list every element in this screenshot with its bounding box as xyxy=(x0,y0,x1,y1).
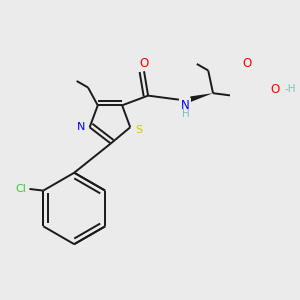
Text: H: H xyxy=(182,109,189,119)
Polygon shape xyxy=(190,93,213,102)
Text: S: S xyxy=(135,125,142,135)
Text: Cl: Cl xyxy=(15,184,26,194)
Text: O: O xyxy=(270,82,279,96)
Text: -H: -H xyxy=(284,84,296,94)
Text: N: N xyxy=(181,99,190,112)
Text: O: O xyxy=(140,57,149,70)
Text: N: N xyxy=(77,122,86,132)
Text: O: O xyxy=(242,57,252,70)
